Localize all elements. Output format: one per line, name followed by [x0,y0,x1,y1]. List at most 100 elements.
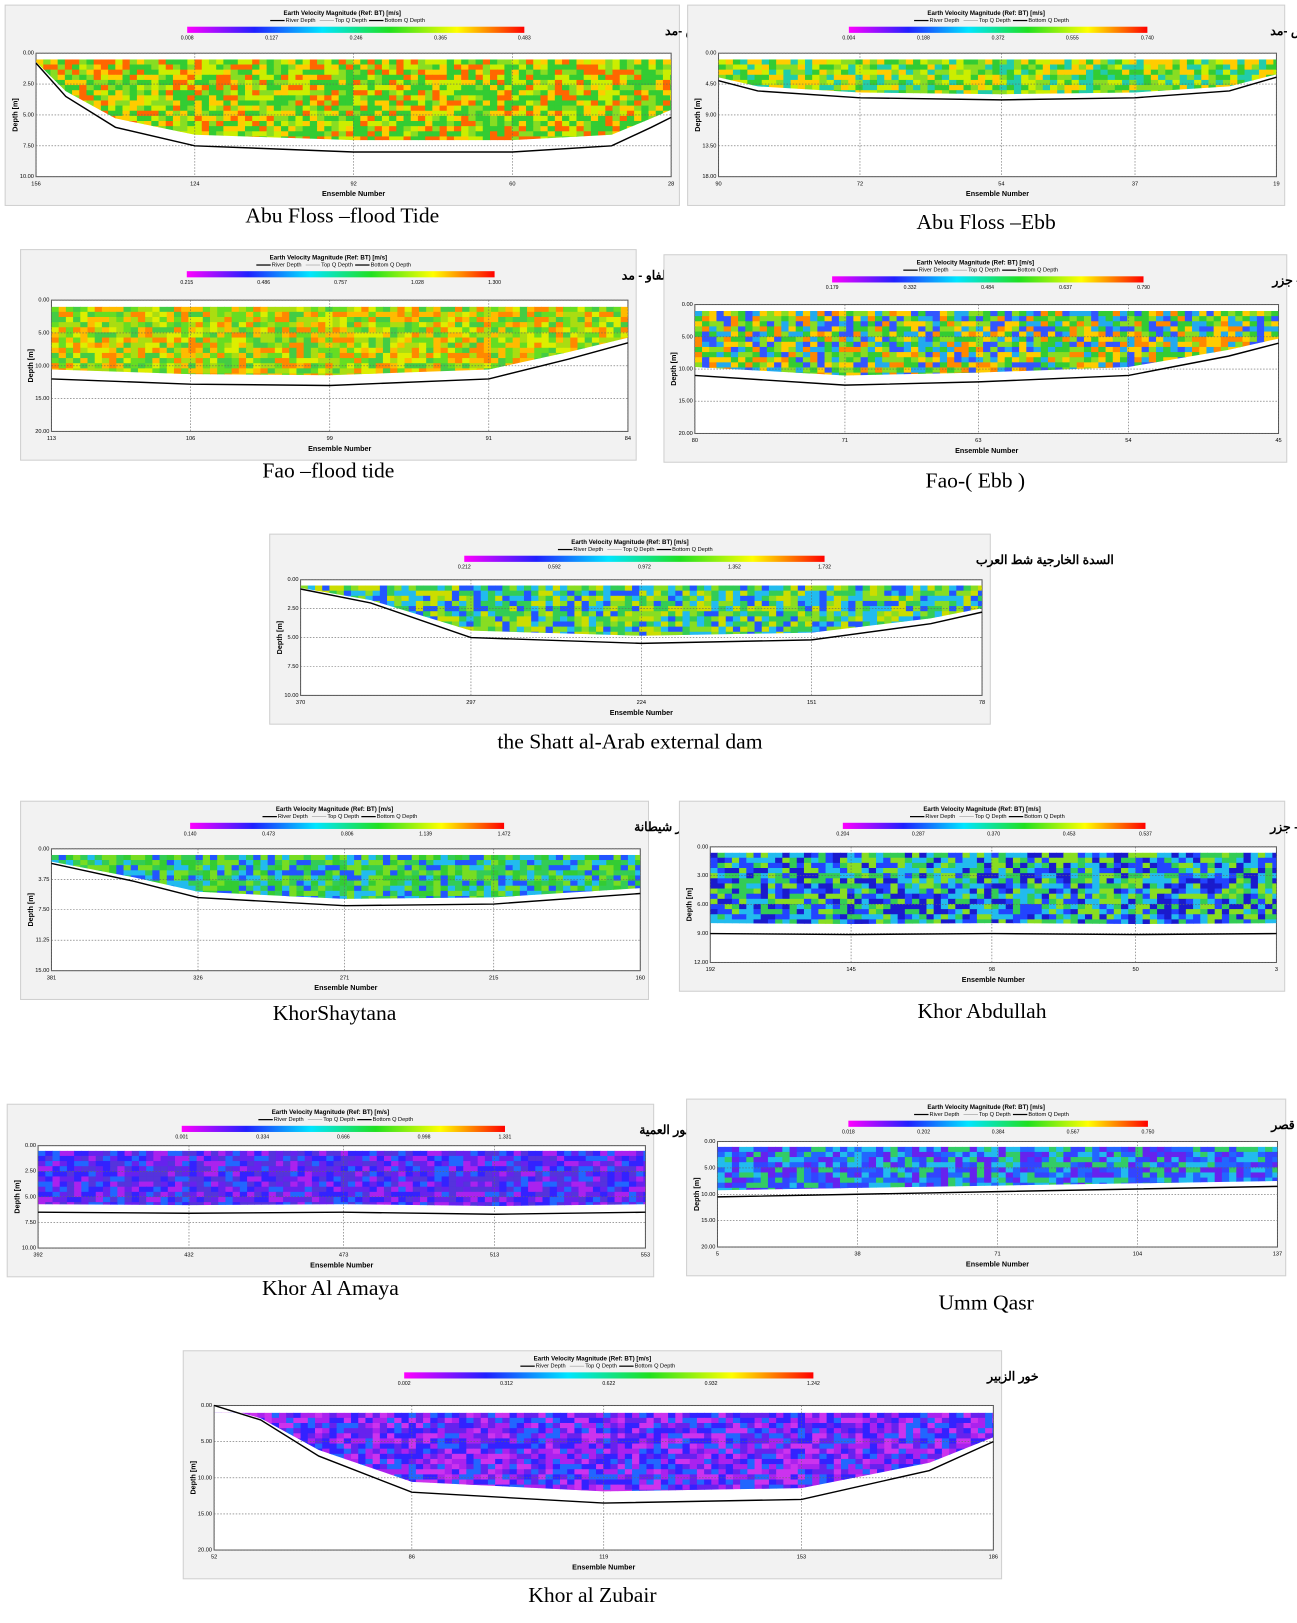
velocity-cell [202,121,210,127]
velocity-cell [275,358,283,364]
velocity-cell [533,90,541,96]
velocity-cell [317,70,325,76]
velocity-cell [404,59,412,65]
velocity-cell [267,90,275,96]
velocity-cell [591,80,599,86]
velocity-cell [102,317,110,323]
velocity-cell [411,126,419,132]
velocity-cell [612,90,620,96]
velocity-cell [441,322,449,328]
velocity-cell [505,353,513,359]
velocity-cell [173,65,181,71]
velocity-cell [1245,59,1253,65]
velocity-cell [740,75,748,81]
velocity-cell [612,75,620,81]
velocity-cell [1064,80,1072,86]
velocity-cell [138,338,146,344]
velocity-cell [483,59,491,65]
velocity-cell [462,307,470,313]
velocity-cell [1057,75,1065,81]
velocity-cell [469,353,477,359]
velocity-cell [1007,59,1015,65]
velocity-cell [776,80,784,86]
velocity-cell [187,85,195,91]
y-tick-label: 7.50 [23,143,34,149]
velocity-cell [187,70,195,76]
velocity-cell [1129,85,1137,91]
velocity-cell [592,322,600,328]
velocity-cell [432,131,440,137]
velocity-cell [1158,59,1166,65]
velocity-cell [282,343,290,349]
velocity-cell [324,111,332,117]
velocity-cell [433,343,441,349]
velocity-cell [274,106,282,112]
velocity-cell [347,343,355,349]
velocity-cell [1252,70,1260,76]
velocity-cell [1230,59,1238,65]
velocity-cell [203,338,211,344]
velocity-cell [533,126,541,132]
velocity-cell [340,317,348,323]
velocity-cell [267,131,275,137]
velocity-cell [282,312,290,318]
velocity-cell [513,312,521,318]
velocity-cell [505,358,513,364]
velocity-cell [419,307,427,313]
velocity-cell [317,116,325,122]
velocity-cell [260,312,268,318]
velocity-cell [288,80,296,86]
velocity-cell [848,65,856,71]
velocity-cell [174,368,182,374]
velocity-cell [527,317,535,323]
y-tick-label: 2.50 [23,82,34,88]
velocity-cell [102,353,110,359]
velocity-cell [418,111,426,117]
velocity-cell [563,312,571,318]
velocity-cell [404,106,412,112]
velocity-cell [187,75,195,81]
velocity-cell [281,80,289,86]
velocity-cell [555,65,563,71]
velocity-cell [115,59,123,65]
velocity-cell [599,322,607,328]
velocity-cell [324,100,332,106]
velocity-cell [719,65,727,71]
velocity-cell [180,85,188,91]
velocity-cell [656,100,664,106]
velocity-cell [985,75,993,81]
velocity-cell [339,131,347,137]
velocity-cell [812,59,820,65]
velocity-cell [404,80,412,86]
velocity-cell [584,100,592,106]
velocity-cell [80,358,88,364]
velocity-cell [454,59,462,65]
velocity-cell [115,90,123,96]
velocity-cell [641,70,649,76]
velocity-cell [513,343,521,349]
velocity-cell [1108,75,1116,81]
velocity-cell [1136,70,1144,76]
velocity-cell [296,348,304,354]
velocity-cell [51,338,59,344]
velocity-cell [260,322,268,328]
velocity-cell [288,111,296,117]
velocity-cell [145,307,153,313]
velocity-cell [109,322,117,328]
velocity-cell [65,85,73,91]
velocity-cell [570,307,578,313]
velocity-cell [512,70,520,76]
velocity-cell [181,348,189,354]
velocity-cell [606,307,614,313]
velocity-cell [151,59,159,65]
velocity-cell [231,65,239,71]
velocity-cell [855,59,863,65]
velocity-cell [776,75,784,81]
velocity-cell [72,70,80,76]
velocity-cell [325,317,333,323]
velocity-cell [576,111,584,117]
velocity-cell [433,358,441,364]
velocity-cell [527,307,535,313]
velocity-cell [419,322,427,328]
velocity-cell [418,106,426,112]
